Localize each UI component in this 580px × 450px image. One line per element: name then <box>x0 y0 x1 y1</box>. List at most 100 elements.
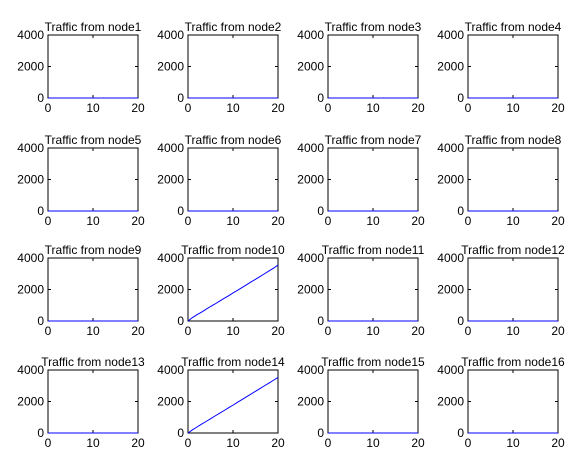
subplot-node7: Traffic from node7 0 2000 4000 0 10 20 <box>297 133 425 228</box>
subplot-node9: Traffic from node9 0 2000 4000 0 10 20 <box>17 243 145 338</box>
axes-box <box>327 147 419 212</box>
x-tick-label: 0 <box>465 101 472 115</box>
x-tick-label: 20 <box>411 436 425 450</box>
subplot-node15: Traffic from node15 0 2000 4000 0 10 20 <box>297 355 425 450</box>
subplot-title: Traffic from node12 <box>461 243 565 257</box>
axes-box <box>47 257 139 322</box>
subplot-node6: Traffic from node6 0 2000 4000 0 10 20 <box>157 133 285 228</box>
y-tick-label: 4000 <box>437 363 464 377</box>
x-tick-label: 20 <box>551 214 565 228</box>
y-tick-label: 4000 <box>437 141 464 155</box>
axes-box <box>467 34 559 99</box>
y-tick-label: 4000 <box>157 251 184 265</box>
axes-box <box>187 257 279 322</box>
x-tick-label: 10 <box>366 436 380 450</box>
y-tick-label: 2000 <box>437 395 464 409</box>
y-tick-label: 2000 <box>157 173 184 187</box>
y-tick-label: 4000 <box>297 363 324 377</box>
subplot-title: Traffic from node1 <box>45 20 142 34</box>
subplot-node10: Traffic from node10 0 2000 4000 0 10 20 <box>157 243 285 338</box>
x-tick-label: 0 <box>185 324 192 338</box>
y-tick-label: 2000 <box>297 395 324 409</box>
y-tick-label: 2000 <box>437 173 464 187</box>
x-tick-label: 10 <box>506 324 520 338</box>
subplot-node2: Traffic from node2 0 2000 4000 0 10 20 <box>157 20 285 115</box>
subplot-title: Traffic from node4 <box>465 20 562 34</box>
y-tick-label: 0 <box>457 426 464 440</box>
y-tick-label: 4000 <box>437 28 464 42</box>
traffic-line-node14 <box>187 376 279 434</box>
subplot-title: Traffic from node6 <box>185 133 282 147</box>
subplot-node11: Traffic from node11 0 2000 4000 0 10 20 <box>297 243 425 338</box>
x-tick-label: 10 <box>366 324 380 338</box>
y-tick-label: 0 <box>177 314 184 328</box>
traffic-line-node10 <box>187 264 279 322</box>
subplot-node1: Traffic from node1 0 2000 4000 0 10 20 <box>17 20 145 115</box>
x-tick-label: 20 <box>271 436 285 450</box>
y-tick-label: 0 <box>37 314 44 328</box>
x-tick-label: 10 <box>86 101 100 115</box>
subplot-title: Traffic from node9 <box>45 243 142 257</box>
y-tick-label: 2000 <box>437 283 464 297</box>
subplot-node4: Traffic from node4 0 2000 4000 0 10 20 <box>437 20 565 115</box>
y-tick-label: 4000 <box>297 28 324 42</box>
y-tick-label: 4000 <box>297 251 324 265</box>
y-tick-label: 2000 <box>17 173 44 187</box>
x-tick-label: 20 <box>131 214 145 228</box>
y-tick-label: 2000 <box>437 60 464 74</box>
y-tick-label: 0 <box>317 314 324 328</box>
y-tick-label: 4000 <box>17 363 44 377</box>
subplot-node3: Traffic from node3 0 2000 4000 0 10 20 <box>297 20 425 115</box>
y-tick-label: 0 <box>317 204 324 218</box>
axes-box <box>187 369 279 434</box>
y-tick-label: 2000 <box>157 395 184 409</box>
x-tick-label: 0 <box>465 436 472 450</box>
x-tick-label: 20 <box>131 324 145 338</box>
y-tick-label: 0 <box>37 204 44 218</box>
y-tick-label: 2000 <box>157 60 184 74</box>
subplot-title: Traffic from node8 <box>465 133 562 147</box>
x-tick-label: 20 <box>551 324 565 338</box>
subplot-node16: Traffic from node16 0 2000 4000 0 10 20 <box>437 355 565 450</box>
subplot-node5: Traffic from node5 0 2000 4000 0 10 20 <box>17 133 145 228</box>
x-tick-label: 0 <box>45 101 52 115</box>
x-tick-label: 0 <box>45 324 52 338</box>
y-tick-label: 4000 <box>297 141 324 155</box>
y-tick-label: 2000 <box>297 283 324 297</box>
x-tick-label: 0 <box>325 324 332 338</box>
x-tick-label: 0 <box>45 214 52 228</box>
x-tick-label: 10 <box>226 214 240 228</box>
axes-box <box>187 34 279 99</box>
y-tick-label: 2000 <box>297 173 324 187</box>
y-tick-label: 0 <box>317 426 324 440</box>
subplot-node12: Traffic from node12 0 2000 4000 0 10 20 <box>437 243 565 338</box>
x-tick-label: 10 <box>226 324 240 338</box>
x-tick-label: 0 <box>465 324 472 338</box>
y-tick-label: 4000 <box>17 251 44 265</box>
axes-box <box>467 257 559 322</box>
axes-box <box>327 34 419 99</box>
subplot-title: Traffic from node14 <box>181 355 285 369</box>
x-tick-label: 20 <box>271 101 285 115</box>
subplot-title: Traffic from node10 <box>181 243 285 257</box>
x-tick-label: 0 <box>185 101 192 115</box>
axes-box <box>47 34 139 99</box>
subplot-node13: Traffic from node13 0 2000 4000 0 10 20 <box>17 355 145 450</box>
y-tick-label: 0 <box>37 91 44 105</box>
axes-box <box>327 369 419 434</box>
y-tick-label: 0 <box>177 426 184 440</box>
axes-box <box>187 147 279 212</box>
y-tick-label: 4000 <box>157 363 184 377</box>
x-tick-label: 0 <box>325 101 332 115</box>
x-tick-label: 0 <box>325 214 332 228</box>
y-tick-label: 0 <box>457 204 464 218</box>
y-tick-label: 0 <box>177 91 184 105</box>
x-tick-label: 10 <box>226 436 240 450</box>
y-tick-label: 2000 <box>17 395 44 409</box>
x-tick-label: 20 <box>271 324 285 338</box>
y-tick-label: 0 <box>317 91 324 105</box>
x-tick-label: 10 <box>366 101 380 115</box>
x-tick-label: 20 <box>271 214 285 228</box>
y-tick-label: 4000 <box>17 28 44 42</box>
